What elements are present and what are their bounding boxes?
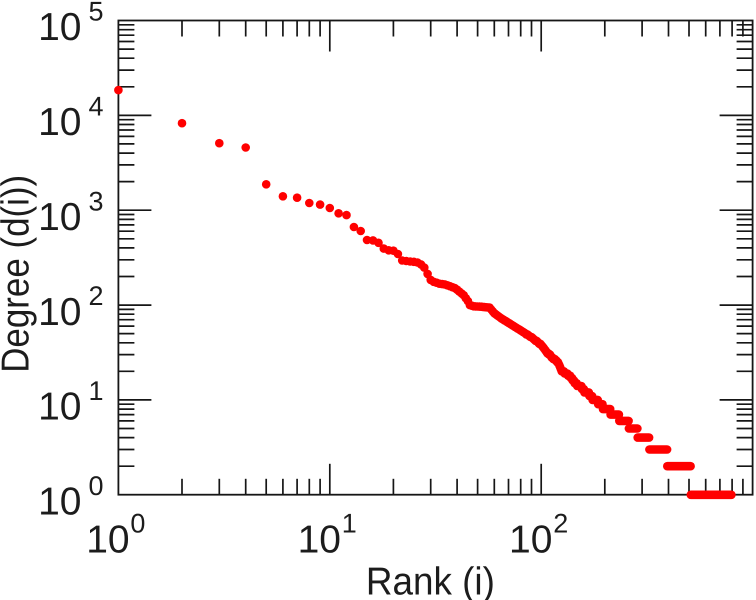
- svg-text:Rank (i): Rank (i): [366, 561, 495, 600]
- svg-text:Degree (d(i)): Degree (d(i)): [0, 175, 37, 373]
- svg-text:2: 2: [89, 281, 104, 311]
- svg-text:1: 1: [342, 509, 357, 539]
- svg-text:10: 10: [38, 291, 81, 334]
- svg-text:10: 10: [298, 519, 341, 562]
- svg-text:2: 2: [553, 509, 568, 539]
- svg-text:10: 10: [38, 101, 81, 144]
- svg-text:0: 0: [89, 471, 104, 501]
- svg-text:10: 10: [38, 6, 81, 49]
- svg-text:10: 10: [38, 196, 81, 239]
- svg-text:5: 5: [89, 0, 104, 27]
- svg-text:0: 0: [130, 509, 145, 539]
- svg-text:4: 4: [89, 92, 104, 122]
- svg-text:1: 1: [89, 376, 104, 406]
- svg-text:3: 3: [89, 186, 104, 216]
- svg-text:10: 10: [38, 386, 81, 429]
- svg-text:10: 10: [38, 481, 81, 524]
- svg-text:10: 10: [86, 519, 129, 562]
- svg-text:10: 10: [509, 519, 552, 562]
